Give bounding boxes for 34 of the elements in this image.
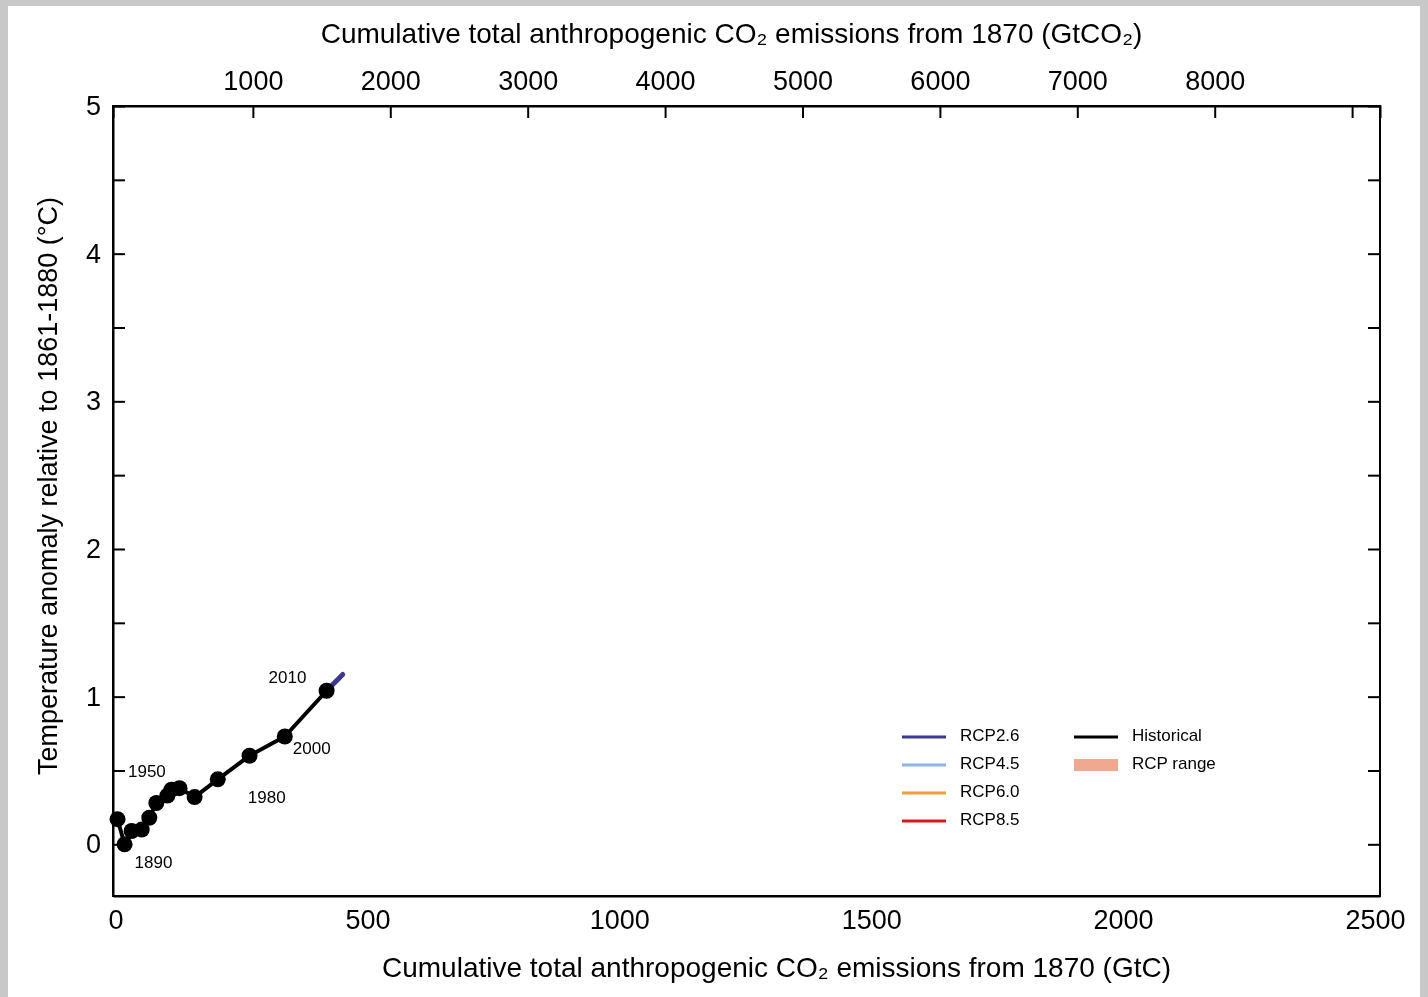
annotation: 1980 bbox=[247, 788, 286, 808]
legend-label: RCP range bbox=[1132, 754, 1216, 774]
legend-label: RCP4.5 bbox=[960, 754, 1020, 774]
legend-label: RCP2.6 bbox=[960, 726, 1020, 746]
x2-tick-label: 3000 bbox=[498, 66, 559, 96]
x2-axis-title: Cumulative total anthropogenic CO₂ emissions from 1870 (GtCO₂) bbox=[320, 18, 1143, 49]
x-tick-label: 2500 bbox=[1345, 905, 1406, 936]
x2-tick-label: 7000 bbox=[1047, 66, 1108, 96]
x-tick-label: 0 bbox=[108, 905, 124, 936]
y-tick-label: 4 bbox=[85, 238, 101, 269]
y-tick-label: 2 bbox=[85, 534, 101, 565]
y-tick-label: 5 bbox=[85, 91, 101, 122]
y-tick-label: 0 bbox=[85, 829, 101, 860]
annotation: 2000 bbox=[292, 739, 331, 759]
x-axis-title: Cumulative total anthropogenic CO₂ emissions from 1870 (GtC) bbox=[382, 952, 1171, 983]
x2-tick-label: 1000 bbox=[223, 66, 284, 96]
annotation: 2010 bbox=[268, 668, 307, 688]
x-tick-label: 1500 bbox=[841, 905, 902, 936]
y-tick-label: 1 bbox=[85, 681, 101, 712]
x2-tick-label: 4000 bbox=[635, 66, 696, 96]
x-tick-label: 1000 bbox=[589, 905, 650, 936]
legend-label: RCP8.5 bbox=[960, 810, 1020, 830]
x2-tick-label: 6000 bbox=[910, 66, 971, 96]
annotation: 1890 bbox=[134, 853, 173, 873]
x2-tick-label: 2000 bbox=[360, 66, 421, 96]
x-tick-label: 500 bbox=[345, 905, 391, 936]
x2-tick-label: 5000 bbox=[772, 66, 834, 96]
x-tick-label: 2000 bbox=[1093, 905, 1154, 936]
legend-label: RCP6.0 bbox=[960, 782, 1020, 802]
x2-tick-label: 8000 bbox=[1185, 66, 1246, 96]
annotation: 1950 bbox=[128, 762, 166, 782]
y-tick-label: 3 bbox=[85, 386, 101, 417]
y-axis-title: Temperature anomaly relative to 1861-1880 (°C) bbox=[33, 196, 63, 776]
legend-label: Historical bbox=[1132, 726, 1202, 746]
